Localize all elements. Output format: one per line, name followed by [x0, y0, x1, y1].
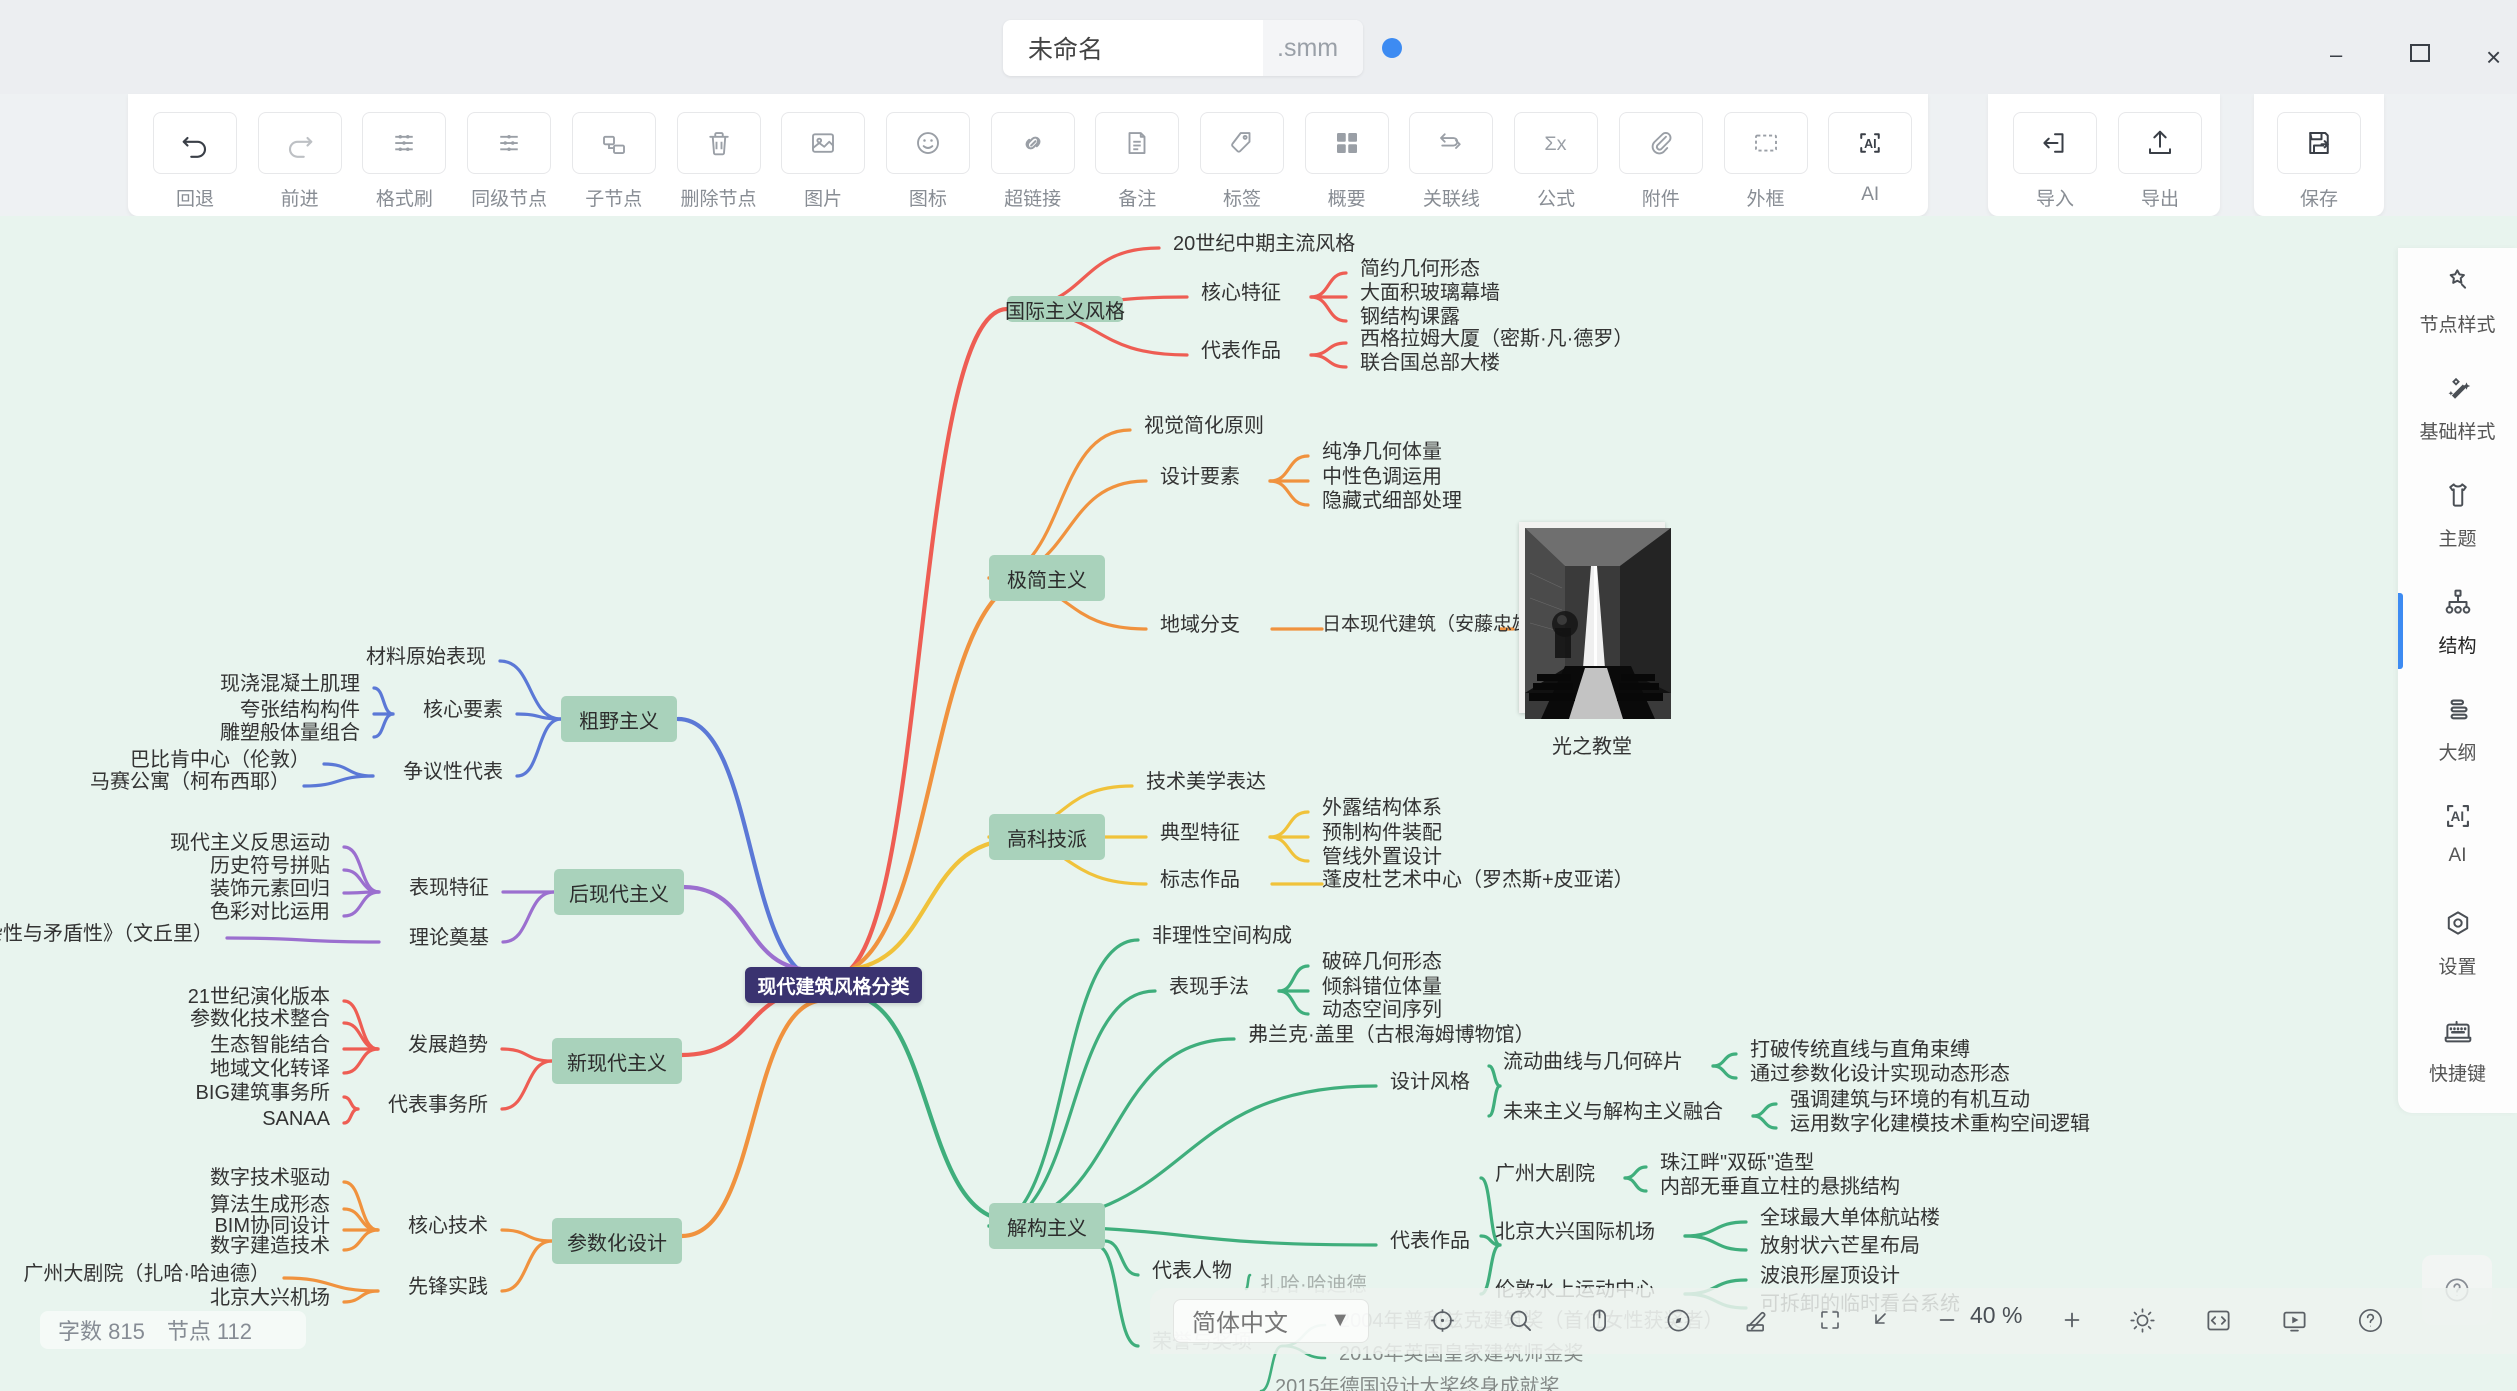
svg-text:AI: AI [1864, 137, 1877, 151]
svg-text:AI: AI [2450, 809, 2463, 824]
svg-text:Σx: Σx [1544, 133, 1566, 155]
